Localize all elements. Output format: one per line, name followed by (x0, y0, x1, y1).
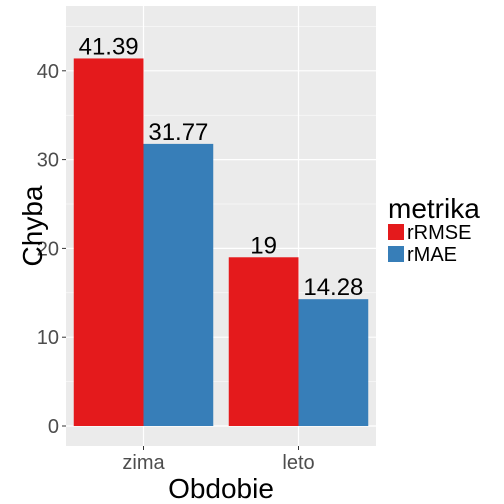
x-axis-title: Obdobie (168, 473, 274, 504)
bar-value-label: 14.28 (303, 274, 363, 301)
y-tick-label: 20 (37, 238, 59, 260)
y-tick-label: 10 (37, 327, 59, 349)
x-tick-label: zima (122, 452, 165, 474)
bar-rRMSE-zima (73, 58, 144, 427)
y-tick-label: 0 (48, 416, 59, 438)
y-tick-label: 40 (37, 61, 59, 83)
bar-value-label: 41.39 (79, 33, 139, 60)
legend-label: rRMSE (407, 222, 471, 244)
legend-label: rMAE (407, 244, 457, 266)
bar-labels: 41.39 19 31.77 14.28 (79, 33, 364, 301)
x-tick-label: leto (282, 452, 314, 474)
bar-value-label: 31.77 (148, 119, 208, 146)
bar-rMAE-zima (143, 143, 214, 427)
y-tick-label: 30 (37, 150, 59, 172)
legend-key-rRMSE (388, 224, 404, 240)
x-axis: zima leto (122, 446, 315, 474)
legend-key-rMAE (388, 246, 404, 262)
bar-value-label: 19 (250, 232, 277, 259)
bar-rRMSE-leto (228, 257, 299, 426)
bars (73, 58, 369, 427)
legend-title: metrika (388, 193, 480, 224)
y-axis: 0 10 20 30 40 (37, 61, 66, 438)
bar-rMAE-leto (298, 299, 369, 426)
y-axis-title: Chyba (17, 185, 48, 266)
